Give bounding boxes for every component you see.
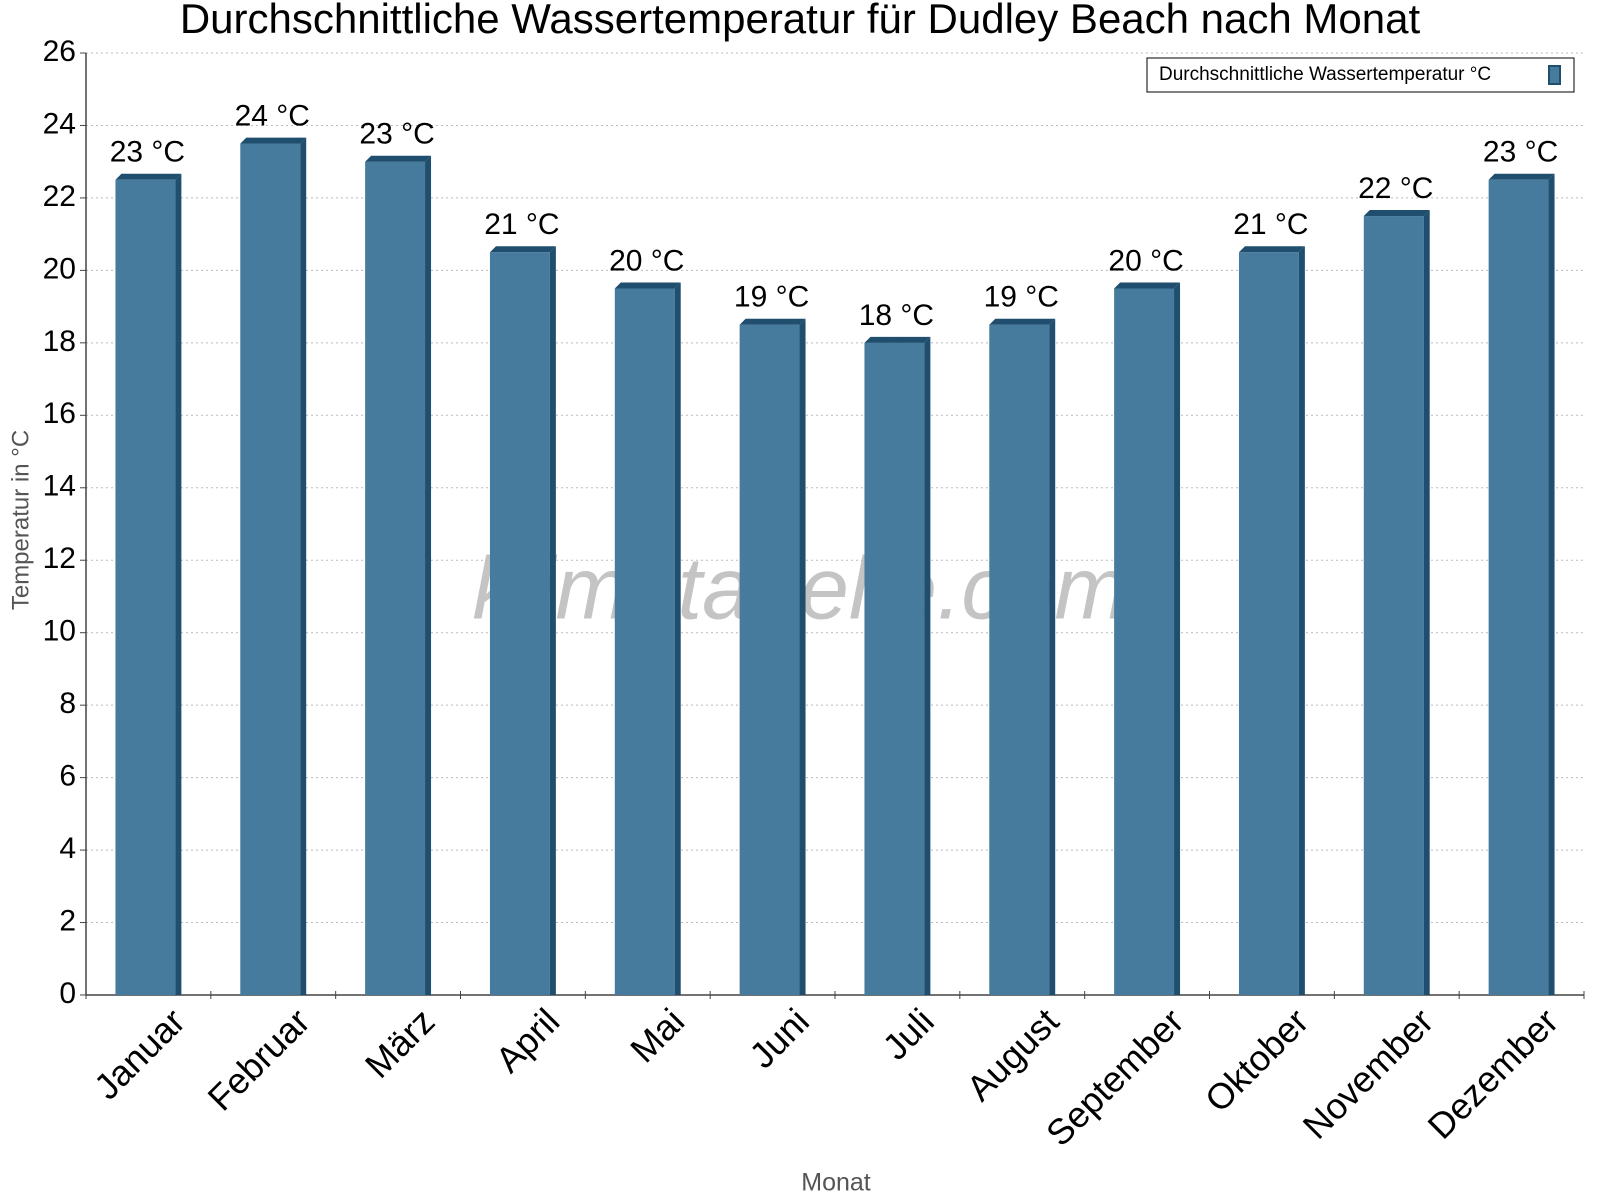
bar-top bbox=[864, 336, 931, 343]
bar-side bbox=[799, 318, 806, 995]
bar-side bbox=[425, 155, 432, 995]
bar-side bbox=[1548, 173, 1555, 996]
value-label: 23 °C bbox=[1483, 136, 1558, 169]
bar bbox=[1488, 179, 1549, 996]
value-label: 19 °C bbox=[984, 281, 1059, 314]
bar bbox=[1363, 216, 1424, 996]
value-label: 18 °C bbox=[859, 299, 934, 332]
bar bbox=[1238, 252, 1299, 995]
bar bbox=[115, 179, 176, 996]
y-tick-label: 24 bbox=[43, 107, 76, 140]
bar bbox=[240, 143, 301, 996]
bar-top bbox=[614, 282, 681, 289]
legend-label: Durchschnittliche Wassertemperatur °C bbox=[1159, 64, 1491, 85]
bar-top bbox=[1238, 246, 1305, 253]
bar-side bbox=[1423, 210, 1430, 996]
bar bbox=[739, 324, 800, 995]
value-label: 23 °C bbox=[359, 118, 434, 151]
bar-top bbox=[240, 137, 307, 144]
bar-side bbox=[1298, 246, 1305, 995]
y-tick-label: 14 bbox=[43, 470, 76, 503]
bar bbox=[989, 324, 1050, 995]
bar-top bbox=[1363, 210, 1430, 217]
bar bbox=[489, 252, 550, 995]
legend-box bbox=[1146, 57, 1575, 93]
bar-top bbox=[489, 246, 556, 253]
bar-side bbox=[924, 336, 931, 995]
y-tick-label: 26 bbox=[43, 35, 76, 68]
legend: Durchschnittliche Wassertemperatur °C bbox=[1146, 57, 1575, 93]
bar-side bbox=[1174, 282, 1181, 995]
y-tick-label: 0 bbox=[59, 977, 76, 1010]
y-tick-label: 8 bbox=[59, 687, 76, 720]
y-tick-label: 18 bbox=[43, 325, 76, 358]
bar-top bbox=[1488, 173, 1555, 180]
value-label: 20 °C bbox=[609, 244, 684, 277]
bar-top bbox=[989, 318, 1056, 325]
bar bbox=[864, 342, 925, 995]
bar-side bbox=[300, 137, 307, 996]
value-label: 21 °C bbox=[484, 208, 559, 241]
y-tick-label: 4 bbox=[59, 832, 76, 865]
bar-side bbox=[674, 282, 681, 995]
y-tick-label: 10 bbox=[43, 615, 76, 648]
value-label: 19 °C bbox=[734, 281, 809, 314]
bar-top bbox=[115, 173, 182, 180]
y-tick-label: 6 bbox=[59, 760, 76, 793]
bar-side bbox=[1049, 318, 1056, 995]
y-axis-label: Temperatur in °C bbox=[7, 430, 34, 610]
value-label: 20 °C bbox=[1108, 244, 1183, 277]
y-tick-label: 12 bbox=[43, 542, 76, 575]
y-tick-label: 22 bbox=[43, 180, 76, 213]
bar-side bbox=[175, 173, 182, 996]
value-label: 22 °C bbox=[1358, 172, 1433, 205]
bar bbox=[614, 288, 675, 995]
legend-swatch bbox=[1548, 65, 1561, 85]
bar-top bbox=[739, 318, 806, 325]
y-tick-label: 16 bbox=[43, 397, 76, 430]
y-tick-label: 2 bbox=[59, 904, 76, 937]
value-label: 24 °C bbox=[235, 99, 310, 132]
bar-side bbox=[549, 246, 556, 995]
value-label: 23 °C bbox=[110, 136, 185, 169]
value-label: 21 °C bbox=[1233, 208, 1308, 241]
bar-top bbox=[365, 155, 432, 162]
x-axis-label: Monat bbox=[801, 1169, 871, 1197]
bar bbox=[1114, 288, 1175, 995]
bar-top bbox=[1114, 282, 1181, 289]
y-tick-label: 20 bbox=[43, 252, 76, 285]
bar bbox=[365, 161, 426, 995]
chart-title: Durchschnittliche Wassertemperatur für D… bbox=[180, 0, 1421, 42]
